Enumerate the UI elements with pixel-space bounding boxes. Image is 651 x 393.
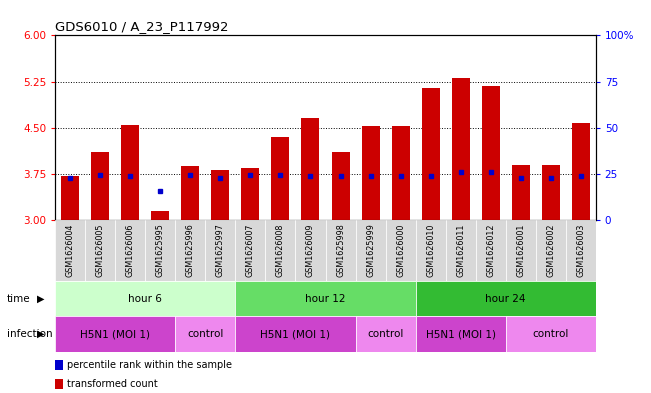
Bar xyxy=(152,211,169,220)
Text: GSM1626008: GSM1626008 xyxy=(276,223,285,277)
Bar xyxy=(266,220,296,281)
Text: GSM1626003: GSM1626003 xyxy=(576,223,585,277)
Bar xyxy=(415,281,596,316)
Text: GSM1626007: GSM1626007 xyxy=(246,223,255,277)
Text: GSM1626012: GSM1626012 xyxy=(486,223,495,277)
Text: ▶: ▶ xyxy=(37,294,45,304)
Text: percentile rank within the sample: percentile rank within the sample xyxy=(67,360,232,371)
Bar xyxy=(536,220,566,281)
Text: hour 6: hour 6 xyxy=(128,294,162,304)
Bar xyxy=(206,220,236,281)
Bar xyxy=(236,316,355,352)
Text: GSM1626002: GSM1626002 xyxy=(546,223,555,277)
Bar xyxy=(91,152,109,220)
Bar xyxy=(482,86,499,220)
Bar xyxy=(506,316,596,352)
Bar xyxy=(182,166,199,220)
Bar xyxy=(242,168,260,220)
Text: H5N1 (MOI 1): H5N1 (MOI 1) xyxy=(426,329,495,339)
Bar xyxy=(326,220,355,281)
Text: GSM1626010: GSM1626010 xyxy=(426,223,435,277)
Bar xyxy=(331,152,350,220)
Text: GSM1626001: GSM1626001 xyxy=(516,223,525,277)
Bar xyxy=(415,220,445,281)
Text: GSM1626006: GSM1626006 xyxy=(126,223,135,277)
Bar xyxy=(572,123,590,220)
Text: hour 12: hour 12 xyxy=(305,294,346,304)
Bar xyxy=(445,220,476,281)
Bar xyxy=(385,220,415,281)
Bar xyxy=(55,220,85,281)
Text: GSM1625999: GSM1625999 xyxy=(366,223,375,277)
Bar xyxy=(355,220,385,281)
Text: GSM1625998: GSM1625998 xyxy=(336,223,345,277)
Bar xyxy=(236,281,415,316)
Text: GDS6010 / A_23_P117992: GDS6010 / A_23_P117992 xyxy=(55,20,229,33)
Bar xyxy=(61,176,79,220)
Bar xyxy=(542,165,560,220)
Bar xyxy=(415,316,506,352)
Bar xyxy=(452,79,469,220)
Text: GSM1626009: GSM1626009 xyxy=(306,223,315,277)
Text: control: control xyxy=(367,329,404,339)
Bar xyxy=(236,220,266,281)
Bar xyxy=(422,88,439,220)
Bar xyxy=(512,165,530,220)
Bar xyxy=(55,316,175,352)
Bar xyxy=(175,220,206,281)
Bar xyxy=(55,281,236,316)
Bar xyxy=(391,127,409,220)
Bar xyxy=(361,127,380,220)
Text: control: control xyxy=(533,329,569,339)
Text: infection: infection xyxy=(7,329,52,339)
Text: GSM1625996: GSM1625996 xyxy=(186,223,195,277)
Bar xyxy=(301,119,320,220)
Text: GSM1626005: GSM1626005 xyxy=(96,223,105,277)
Bar xyxy=(355,316,415,352)
Bar xyxy=(175,316,236,352)
Bar xyxy=(121,125,139,220)
Bar xyxy=(115,220,145,281)
Bar xyxy=(145,220,175,281)
Text: control: control xyxy=(187,329,223,339)
Text: H5N1 (MOI 1): H5N1 (MOI 1) xyxy=(260,329,331,339)
Text: transformed count: transformed count xyxy=(67,379,158,389)
Bar xyxy=(85,220,115,281)
Text: GSM1625995: GSM1625995 xyxy=(156,223,165,277)
Text: GSM1625997: GSM1625997 xyxy=(216,223,225,277)
Text: GSM1626000: GSM1626000 xyxy=(396,223,405,277)
Text: time: time xyxy=(7,294,30,304)
Text: GSM1626004: GSM1626004 xyxy=(66,223,75,277)
Text: GSM1626011: GSM1626011 xyxy=(456,223,465,277)
Text: ▶: ▶ xyxy=(37,329,45,339)
Bar xyxy=(506,220,536,281)
Bar xyxy=(566,220,596,281)
Bar xyxy=(271,137,290,220)
Text: H5N1 (MOI 1): H5N1 (MOI 1) xyxy=(80,329,150,339)
Text: hour 24: hour 24 xyxy=(486,294,526,304)
Bar xyxy=(296,220,326,281)
Bar xyxy=(212,170,229,220)
Bar xyxy=(476,220,506,281)
